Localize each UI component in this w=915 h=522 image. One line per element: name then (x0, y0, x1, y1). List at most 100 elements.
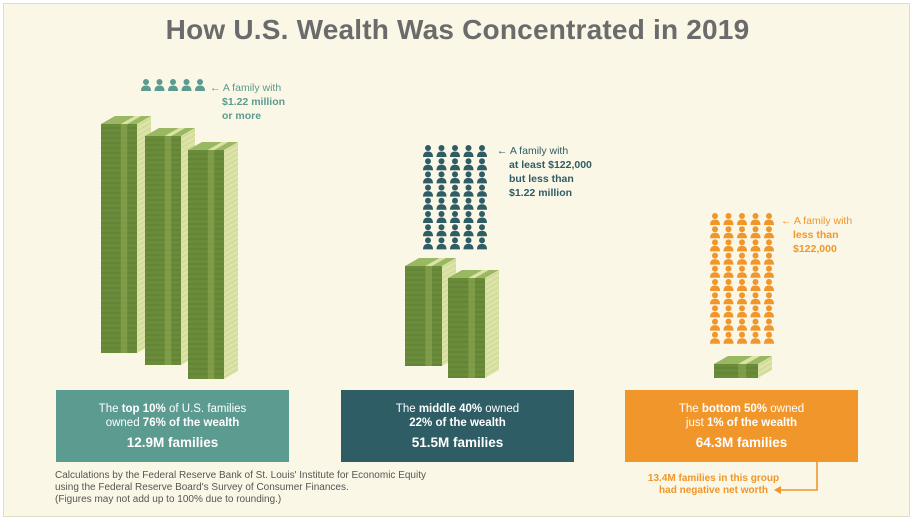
person-icon-middle (477, 197, 487, 210)
person-icon-bottom (764, 265, 774, 278)
person-icon-middle (450, 224, 460, 237)
person-icon-bottom (750, 279, 761, 291)
person-icon-bottom (737, 318, 747, 331)
person-icon-middle (450, 158, 460, 171)
person-icon-bottom (737, 305, 747, 318)
summary-box-top: The top 10% of U.S. families owned 76% o… (56, 390, 289, 462)
person-icon-middle (423, 145, 433, 157)
person-icon-bottom (723, 265, 734, 278)
summary-box-bottom: The bottom 50% owned just 1% of the weal… (625, 390, 858, 462)
summary-middle-families: 51.5M families (411, 435, 504, 450)
person-icon-top (181, 79, 192, 91)
person-icon-bottom (764, 213, 774, 225)
summary-bottom-families: 64.3M families (695, 435, 788, 450)
summary-top-text: The top 10% of U.S. families owned 76% o… (98, 403, 247, 429)
person-icon-middle (463, 184, 474, 197)
person-icon-bottom (764, 252, 774, 265)
person-icon-middle (436, 171, 447, 184)
person-icon-middle (477, 145, 487, 157)
person-icon-middle (436, 145, 447, 157)
legend-top-line-3: or more (222, 110, 262, 122)
person-icon-middle (477, 237, 487, 250)
person-icon-middle (450, 171, 460, 184)
person-icon-middle (423, 237, 433, 250)
person-icon-bottom (750, 239, 761, 252)
person-icon-bottom (723, 279, 734, 291)
left-arrow-icon: ← (781, 215, 794, 227)
summary-bottom-text: The bottom 50% owned just 1% of the weal… (678, 403, 805, 429)
person-icon-middle (450, 184, 460, 197)
person-icon-middle (463, 224, 474, 237)
person-icon-bottom (750, 318, 761, 331)
person-icon-top (195, 79, 205, 91)
summary-bottom-emphasis: bottom 50% (701, 403, 768, 415)
money-stack-top-1 (101, 116, 152, 353)
footnote-line-1: Calculations by the Federal Reserve Bank… (55, 470, 426, 481)
person-icon-bottom (723, 331, 734, 344)
legend-bottom-line-2: less than (793, 229, 839, 241)
person-icon-bottom (764, 226, 774, 239)
person-icon-middle (463, 145, 474, 157)
legend-top-line-2: $1.22 million (222, 96, 286, 108)
legend-top-line-1: ← A family with (210, 82, 282, 94)
person-icon-bottom (750, 265, 761, 278)
person-icon-bottom (710, 252, 720, 265)
person-icon-middle (477, 171, 487, 184)
person-icon-bottom (750, 292, 761, 305)
person-icon-bottom (710, 318, 720, 331)
person-icon-bottom (737, 265, 747, 278)
person-icon-bottom (737, 213, 747, 225)
footnote: Calculations by the Federal Reserve Bank… (55, 470, 426, 506)
person-icon-middle (477, 211, 487, 223)
person-icon-middle (423, 224, 433, 237)
person-icon-bottom (723, 239, 734, 252)
person-icon-bottom (710, 305, 720, 318)
person-icon-middle (450, 211, 460, 223)
money-stack-top-3 (188, 142, 239, 379)
legend-bottom-line-1: ← A family with (781, 215, 853, 227)
summary-bottom-wealth: 1% of the wealth (706, 417, 798, 429)
person-icon-bottom (710, 213, 720, 225)
legend-middle-line-4: $1.22 million (509, 187, 573, 199)
person-icon-top (141, 79, 151, 91)
person-icon-bottom (723, 318, 734, 331)
person-icon-middle (477, 158, 487, 171)
legend-middle-line-3: but less than (509, 173, 574, 185)
person-icon-bottom (750, 331, 761, 344)
person-icon-bottom (723, 213, 734, 225)
person-icon-middle (477, 224, 487, 237)
person-icon-middle (463, 158, 474, 171)
person-icon-middle (423, 211, 433, 223)
person-icon-bottom (710, 226, 720, 239)
person-icon-bottom (764, 279, 774, 291)
person-icon-middle (436, 158, 447, 171)
person-icon-bottom (750, 252, 761, 265)
summary-middle-text: The middle 40% owned 22% of the wealth (395, 403, 520, 429)
person-icon-bottom (710, 292, 720, 305)
person-icon-middle (436, 197, 447, 210)
person-icon-middle (423, 171, 433, 184)
person-icon-middle (436, 184, 447, 197)
summary-middle-wealth: 22% of the wealth (409, 417, 506, 429)
person-icon-middle (436, 237, 447, 250)
person-icon-bottom (737, 239, 747, 252)
person-icon-middle (463, 237, 474, 250)
person-icon-bottom (764, 305, 774, 318)
person-icon-bottom (737, 279, 747, 291)
left-arrow-icon: ← (210, 82, 223, 94)
summary-top-wealth: 76% of the wealth (142, 417, 240, 429)
money-stack-bottom-1 (714, 356, 773, 378)
person-icon-bottom (710, 265, 720, 278)
person-icon-bottom (710, 279, 720, 291)
person-icon-bottom (723, 305, 734, 318)
person-icon-bottom (764, 331, 774, 344)
person-icon-middle (463, 211, 474, 223)
summary-middle-emphasis: middle 40% (418, 403, 483, 415)
person-icon-middle (463, 171, 474, 184)
person-icon-middle (450, 145, 460, 157)
summary-box-middle: The middle 40% owned 22% of the wealth 5… (341, 390, 574, 462)
person-icon-middle (423, 184, 433, 197)
person-icon-bottom (737, 226, 747, 239)
negative-net-worth-note: 13.4M families in this group had negativ… (647, 473, 780, 496)
